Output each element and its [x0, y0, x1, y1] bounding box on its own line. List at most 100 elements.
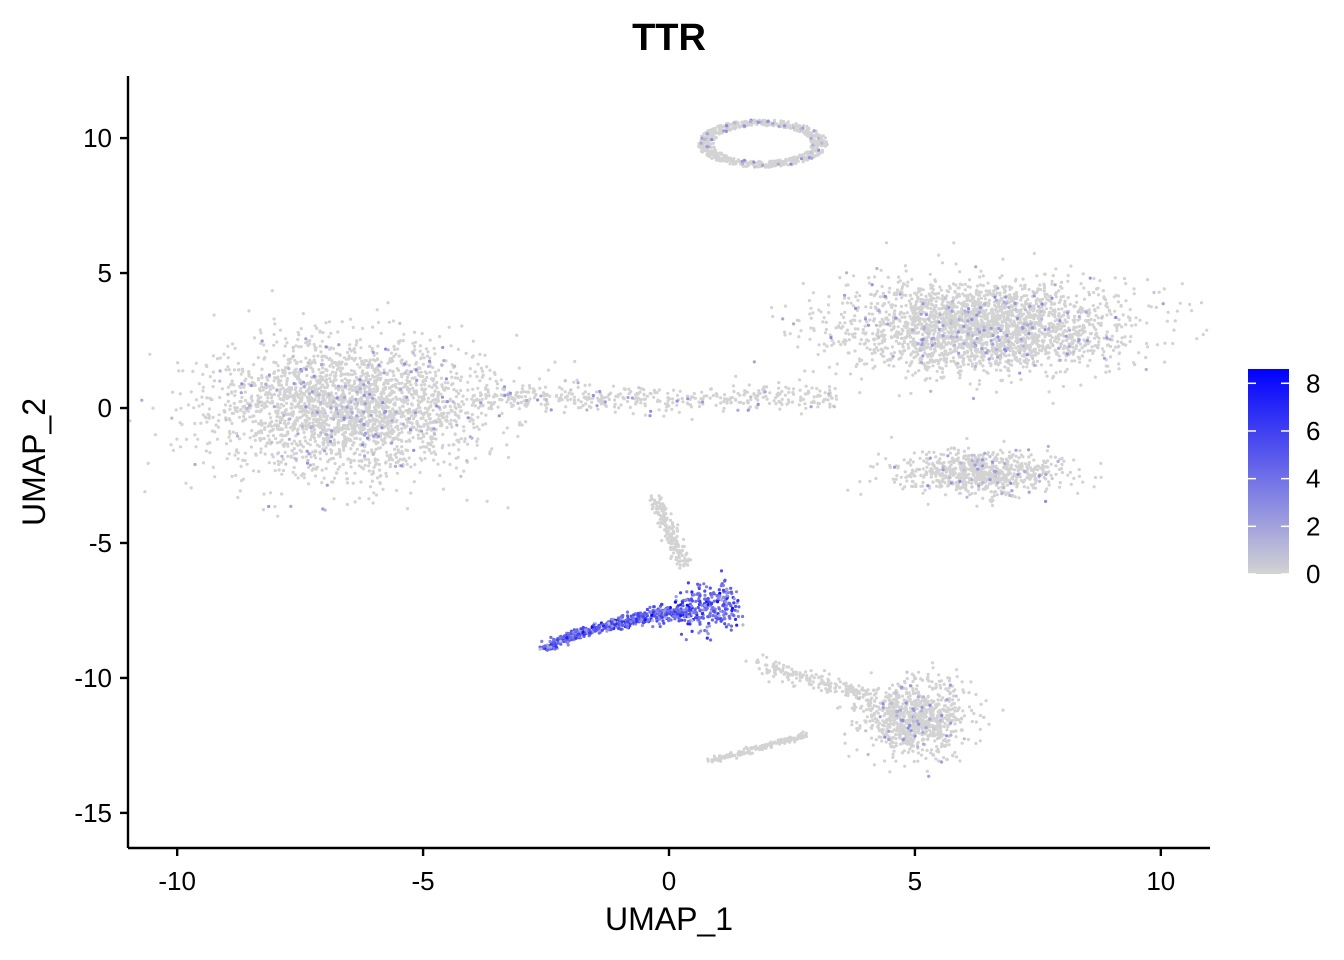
scatter-point — [725, 159, 729, 164]
scatter-point — [371, 382, 375, 386]
scatter-point — [193, 433, 197, 437]
scatter-point — [653, 391, 657, 395]
scatter-point — [378, 480, 382, 485]
scatter-point — [1044, 370, 1048, 374]
scatter-point — [1106, 364, 1110, 368]
scatter-point — [412, 389, 416, 393]
scatter-point — [628, 405, 632, 409]
scatter-point — [477, 427, 481, 431]
scatter-point — [287, 412, 292, 416]
scatter-point — [268, 387, 272, 391]
scatter-point — [304, 356, 308, 360]
scatter-point — [948, 347, 952, 352]
scatter-point — [515, 333, 519, 337]
scatter-point — [986, 304, 991, 308]
scatter-point — [981, 284, 986, 288]
scatter-point — [367, 374, 371, 378]
scatter-point — [887, 363, 891, 367]
scatter-point — [381, 487, 385, 491]
scatter-point — [479, 411, 484, 415]
scatter-point — [819, 136, 824, 140]
scatter-point — [242, 418, 246, 422]
scatter-point — [818, 389, 822, 393]
scatter-point — [330, 362, 334, 366]
scatter-point — [708, 396, 712, 400]
scatter-point — [325, 414, 330, 418]
scatter-point — [330, 394, 334, 398]
scatter-point — [1144, 341, 1149, 346]
scatter-point — [411, 341, 415, 345]
scatter-point — [1086, 349, 1090, 353]
scatter-point — [338, 455, 342, 459]
scatter-point — [403, 426, 407, 430]
scatter-point — [340, 320, 344, 324]
scatter-point — [375, 351, 379, 355]
scatter-point — [466, 388, 470, 392]
scatter-point — [935, 378, 939, 383]
scatter-point — [404, 459, 408, 463]
scatter-point — [411, 425, 415, 429]
scatter-point — [1018, 357, 1022, 362]
scatter-point — [278, 406, 282, 410]
scatter-point — [375, 476, 380, 480]
scatter-point — [193, 421, 197, 426]
scatter-point — [307, 402, 311, 406]
scatter-point — [709, 149, 713, 153]
scatter-point — [803, 130, 807, 134]
scatter-point — [329, 448, 333, 452]
scatter-point — [638, 397, 643, 402]
scatter-point — [323, 421, 327, 425]
scatter-point — [169, 443, 173, 447]
scatter-point — [263, 402, 267, 406]
scatter-point — [500, 411, 504, 416]
scatter-point — [254, 419, 258, 423]
scatter-point — [248, 415, 252, 419]
scatter-point — [379, 474, 383, 478]
scatter-point — [1079, 311, 1083, 315]
scatter-point — [315, 465, 319, 469]
scatter-point — [420, 387, 424, 391]
scatter-point — [1070, 359, 1074, 363]
scatter-point — [401, 457, 405, 462]
scatter-point — [233, 389, 237, 393]
scatter-point — [635, 400, 639, 404]
scatter-point — [372, 465, 376, 469]
scatter-point — [603, 396, 607, 400]
scatter-point — [1020, 354, 1024, 358]
scatter-point — [534, 392, 538, 396]
scatter-point — [788, 332, 792, 336]
scatter-point — [316, 399, 320, 403]
scatter-point — [312, 428, 316, 432]
scatter-point — [304, 455, 308, 459]
scatter-point — [348, 391, 352, 395]
scatter-point — [336, 467, 340, 471]
scatter-point — [310, 414, 315, 418]
scatter-point — [784, 160, 788, 164]
scatter-point — [809, 316, 813, 320]
scatter-point — [265, 349, 269, 353]
scatter-point — [532, 396, 537, 400]
scatter-point — [175, 437, 179, 441]
scatter-point — [505, 443, 509, 447]
scatter-point — [296, 417, 300, 421]
scatter-point — [278, 328, 283, 332]
scatter-point — [1093, 318, 1097, 322]
scatter-point — [967, 278, 972, 282]
scatter-point — [211, 354, 215, 358]
scatter-point — [369, 409, 373, 414]
scatter-point — [813, 154, 817, 158]
scatter-point — [893, 309, 897, 313]
scatter-point — [288, 391, 292, 395]
scatter-point — [957, 292, 961, 296]
scatter-point — [280, 472, 284, 476]
scatter-point — [357, 496, 362, 500]
scatter-point — [384, 471, 388, 475]
scatter-point — [523, 395, 527, 399]
scatter-point — [262, 436, 266, 441]
scatter-point — [215, 357, 220, 361]
scatter-point — [322, 414, 326, 419]
scatter-point — [349, 368, 354, 373]
scatter-point — [438, 473, 442, 478]
scatter-point — [350, 433, 354, 437]
scatter-point — [408, 410, 412, 414]
